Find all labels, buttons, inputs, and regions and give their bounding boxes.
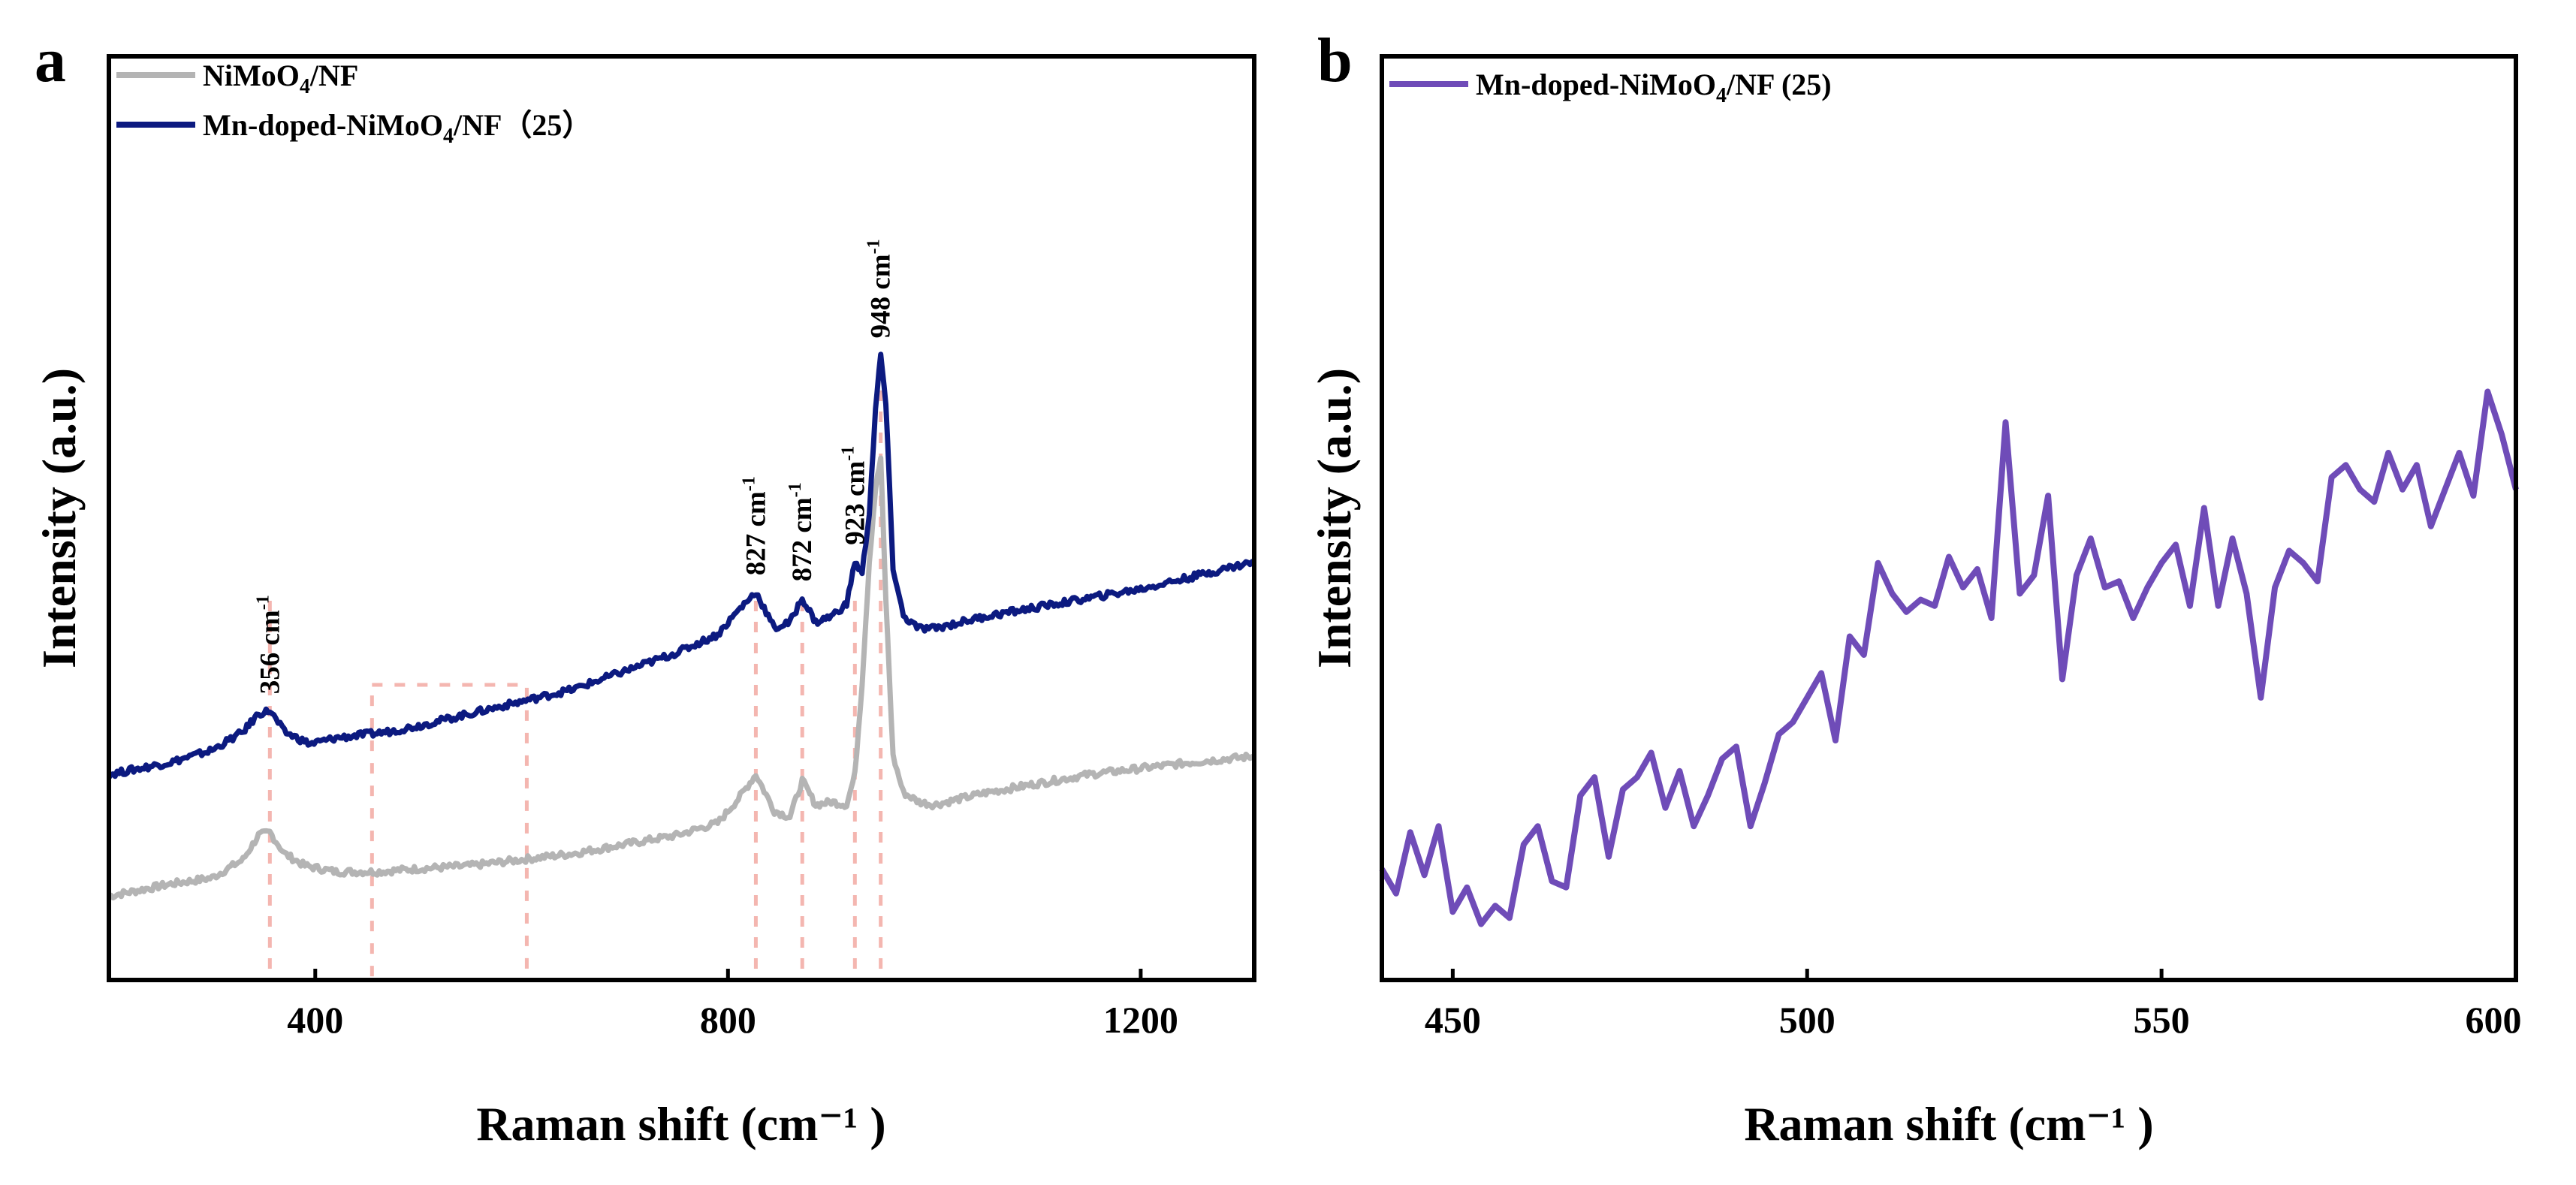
peak-label: 872 cm-1 — [786, 482, 818, 581]
legend-label-nimoo4: NiMoO4/NF — [203, 59, 358, 98]
panel-a-series — [107, 351, 1255, 901]
peak-label: 948 cm-1 — [864, 239, 897, 338]
panel-b-x-ticks: 450 500 550 600 — [1425, 969, 2522, 1041]
panel-b-legend: Mn-doped-NiMoO4/NF (25) — [1389, 68, 1832, 107]
x-tick-label: 400 — [287, 999, 343, 1041]
panel-a-x-ticks: 400 800 1200 — [287, 969, 1178, 1041]
panel-b: b 450 500 550 600 Mn-doped-NiMoO4/NF (25) I… — [1308, 26, 2522, 1150]
panel-a-legend: NiMoO4/NF Mn-doped-NiMoO4/NF（25） — [116, 59, 592, 148]
panel-a-frame — [107, 54, 1256, 982]
peak-label: 827 cm-1 — [739, 476, 771, 575]
panel-a-annotations: 356 cm-1 827 cm-1 872 cm-1 923 cm-1 948 cm-1 — [253, 239, 896, 694]
x-tick-label: 450 — [1425, 999, 1481, 1041]
panel-b-frame — [1380, 54, 2518, 982]
panel-a-y-axis-title: Intensity (a.u.) — [32, 368, 86, 668]
x-tick-label: 550 — [2134, 999, 2190, 1041]
panel-b-y-axis-title: Intensity (a.u.) — [1308, 368, 1361, 668]
legend-label-mn-doped: Mn-doped-NiMoO4/NF（25） — [203, 108, 592, 148]
x-tick-label: 600 — [2466, 999, 2522, 1041]
peak-label: 356 cm-1 — [253, 595, 285, 694]
series-line-mn-doped-b — [1379, 388, 2519, 927]
panel-a: a 356 cm-1 827 cm-1 872 cm-1 923 cm-1 948 cm… — [32, 26, 1256, 1150]
peak-label: 923 cm-1 — [838, 446, 870, 545]
x-tick-label: 800 — [700, 999, 756, 1041]
series-line-mn-doped — [107, 351, 1255, 779]
panel-b-x-axis-title: Raman shift (cm⁻¹ ) — [1744, 1097, 2153, 1150]
panel-b-series — [1379, 388, 2519, 927]
panel-b-letter: b — [1317, 26, 1353, 95]
x-tick-label: 1200 — [1103, 999, 1178, 1041]
legend-label-mn-doped-b: Mn-doped-NiMoO4/NF (25) — [1476, 68, 1832, 107]
x-tick-label: 500 — [1779, 999, 1835, 1041]
panel-a-highlight-region — [267, 375, 883, 982]
series-line-nimoo4 — [107, 455, 1255, 901]
panel-a-x-axis-title: Raman shift (cm⁻¹ ) — [476, 1097, 885, 1150]
panel-a-letter: a — [35, 26, 66, 95]
